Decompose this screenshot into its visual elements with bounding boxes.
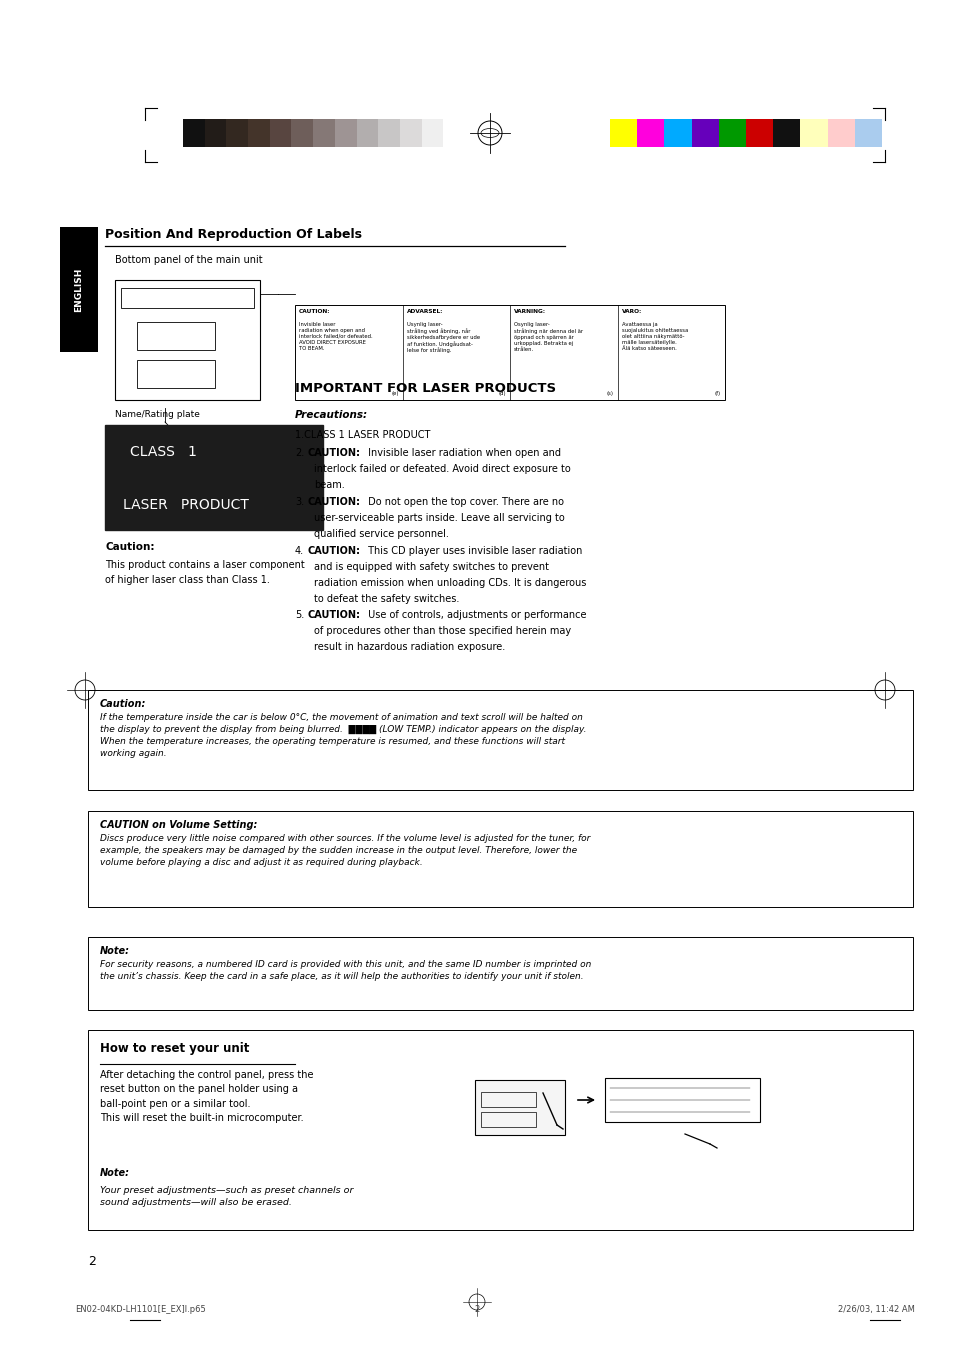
Bar <box>248 119 270 147</box>
Text: interlock failed or defeated. Avoid direct exposure to: interlock failed or defeated. Avoid dire… <box>314 463 570 474</box>
Bar <box>88 690 912 790</box>
Bar <box>121 288 253 308</box>
Bar <box>827 119 854 147</box>
Bar <box>443 119 464 147</box>
Bar <box>292 119 313 147</box>
Text: Name/Rating plate: Name/Rating plate <box>115 409 200 419</box>
Text: 2: 2 <box>474 1305 479 1315</box>
Text: After detaching the control panel, press the
reset button on the panel holder us: After detaching the control panel, press… <box>100 1070 314 1123</box>
Bar <box>335 119 356 147</box>
Text: IMPORTANT FOR LASER PRODUCTS: IMPORTANT FOR LASER PRODUCTS <box>294 382 556 394</box>
Text: 1.CLASS 1 LASER PRODUCT: 1.CLASS 1 LASER PRODUCT <box>294 430 430 440</box>
Bar <box>356 119 377 147</box>
Text: Do not open the top cover. There are no: Do not open the top cover. There are no <box>365 497 563 507</box>
Text: of higher laser class than Class 1.: of higher laser class than Class 1. <box>105 576 270 585</box>
Text: Discs produce very little noise compared with other sources. If the volume level: Discs produce very little noise compared… <box>100 834 590 866</box>
Text: Osynlig laser-
strålning när denna del är
öppnad och spärren är
urkopplad. Betra: Osynlig laser- strålning när denna del ä… <box>514 322 582 351</box>
Bar <box>60 227 98 353</box>
Bar <box>480 1112 536 1127</box>
Text: CAUTION:: CAUTION: <box>308 449 360 458</box>
Bar <box>205 119 226 147</box>
Text: Position And Reproduction Of Labels: Position And Reproduction Of Labels <box>105 228 361 240</box>
Bar <box>772 119 800 147</box>
Text: Use of controls, adjustments or performance: Use of controls, adjustments or performa… <box>365 611 586 620</box>
Text: Precautions:: Precautions: <box>294 409 368 420</box>
Bar <box>609 119 637 147</box>
Bar <box>637 119 663 147</box>
Text: (s): (s) <box>606 390 613 396</box>
Bar <box>88 1029 912 1229</box>
Text: and is equipped with safety switches to prevent: and is equipped with safety switches to … <box>314 562 548 571</box>
Text: (e): (e) <box>391 390 398 396</box>
Text: beam.: beam. <box>314 480 344 490</box>
Text: Your preset adjustments—such as preset channels or
sound adjustments—will also b: Your preset adjustments—such as preset c… <box>100 1186 353 1206</box>
Text: 2.: 2. <box>294 449 304 458</box>
Text: ENGLISH: ENGLISH <box>74 267 84 312</box>
Bar <box>480 1092 536 1106</box>
Text: For security reasons, a numbered ID card is provided with this unit, and the sam: For security reasons, a numbered ID card… <box>100 961 591 981</box>
Text: Invisible laser radiation when open and: Invisible laser radiation when open and <box>365 449 560 458</box>
Text: CAUTION:: CAUTION: <box>308 497 360 507</box>
Text: If the temperature inside the car is below 0°C, the movement of animation and te: If the temperature inside the car is bel… <box>100 713 586 758</box>
Text: (f): (f) <box>714 390 720 396</box>
Text: CAUTION:: CAUTION: <box>298 309 331 313</box>
Text: CAUTION on Volume Setting:: CAUTION on Volume Setting: <box>100 820 257 830</box>
Bar <box>421 119 443 147</box>
Text: This CD player uses invisible laser radiation: This CD player uses invisible laser radi… <box>365 546 581 557</box>
Bar <box>313 119 335 147</box>
Text: to defeat the safety switches.: to defeat the safety switches. <box>314 594 459 604</box>
Text: result in hazardous radiation exposure.: result in hazardous radiation exposure. <box>314 642 505 653</box>
Bar <box>183 119 205 147</box>
Text: Caution:: Caution: <box>105 542 154 553</box>
Bar <box>377 119 399 147</box>
Text: 5.: 5. <box>294 611 304 620</box>
Bar <box>137 322 214 350</box>
Text: radiation emission when unloading CDs. It is dangerous: radiation emission when unloading CDs. I… <box>314 578 586 588</box>
Bar <box>270 119 292 147</box>
Text: (d): (d) <box>497 390 505 396</box>
Text: How to reset your unit: How to reset your unit <box>100 1042 249 1055</box>
Bar <box>88 811 912 907</box>
Bar <box>475 1079 564 1135</box>
Text: 2/26/03, 11:42 AM: 2/26/03, 11:42 AM <box>838 1305 914 1315</box>
Text: user-serviceable parts inside. Leave all servicing to: user-serviceable parts inside. Leave all… <box>314 513 564 523</box>
Bar <box>854 119 882 147</box>
Bar <box>663 119 691 147</box>
Text: Avattaessa ja
suojalukitus ohitettaessa
olet alttiina näkymättö-
mälle lasersäte: Avattaessa ja suojalukitus ohitettaessa … <box>620 322 687 351</box>
Text: CAUTION:: CAUTION: <box>308 611 360 620</box>
Text: Caution:: Caution: <box>100 698 146 709</box>
Text: Note:: Note: <box>100 1169 130 1178</box>
Bar <box>399 119 421 147</box>
Text: This product contains a laser component: This product contains a laser component <box>105 561 304 570</box>
Bar <box>745 119 772 147</box>
Bar <box>226 119 248 147</box>
Text: of procedures other than those specified herein may: of procedures other than those specified… <box>314 626 571 636</box>
Bar <box>800 119 827 147</box>
Text: qualified service personnel.: qualified service personnel. <box>314 530 449 539</box>
Text: Note:: Note: <box>100 946 130 957</box>
Bar <box>88 938 912 1011</box>
Text: 4.: 4. <box>294 546 304 557</box>
Text: ADVARSEL:: ADVARSEL: <box>406 309 442 313</box>
Bar <box>137 359 214 388</box>
Text: Invisible laser
radiation when open and
interlock failed/or defeated.
AVOID DIRE: Invisible laser radiation when open and … <box>298 322 373 351</box>
Bar <box>691 119 718 147</box>
Text: CLASS   1: CLASS 1 <box>130 444 196 459</box>
Bar <box>115 280 260 400</box>
Bar <box>294 305 724 400</box>
Text: VARO:: VARO: <box>620 309 641 313</box>
Text: CAUTION:: CAUTION: <box>308 546 360 557</box>
Text: VARNING:: VARNING: <box>514 309 545 313</box>
Text: 3.: 3. <box>294 497 304 507</box>
Text: Usynlig laser-
stråling ved åbning, når
sikkerhedsafbrydere er ude
af funktion. : Usynlig laser- stråling ved åbning, når … <box>406 322 479 354</box>
Text: 2: 2 <box>88 1255 95 1269</box>
Text: EN02-04KD-LH1101[E_EX]l.p65: EN02-04KD-LH1101[E_EX]l.p65 <box>75 1305 206 1315</box>
Text: Bottom panel of the main unit: Bottom panel of the main unit <box>115 255 262 265</box>
Bar <box>604 1078 760 1121</box>
Text: LASER   PRODUCT: LASER PRODUCT <box>123 499 249 512</box>
Bar <box>105 426 323 530</box>
Bar <box>718 119 745 147</box>
